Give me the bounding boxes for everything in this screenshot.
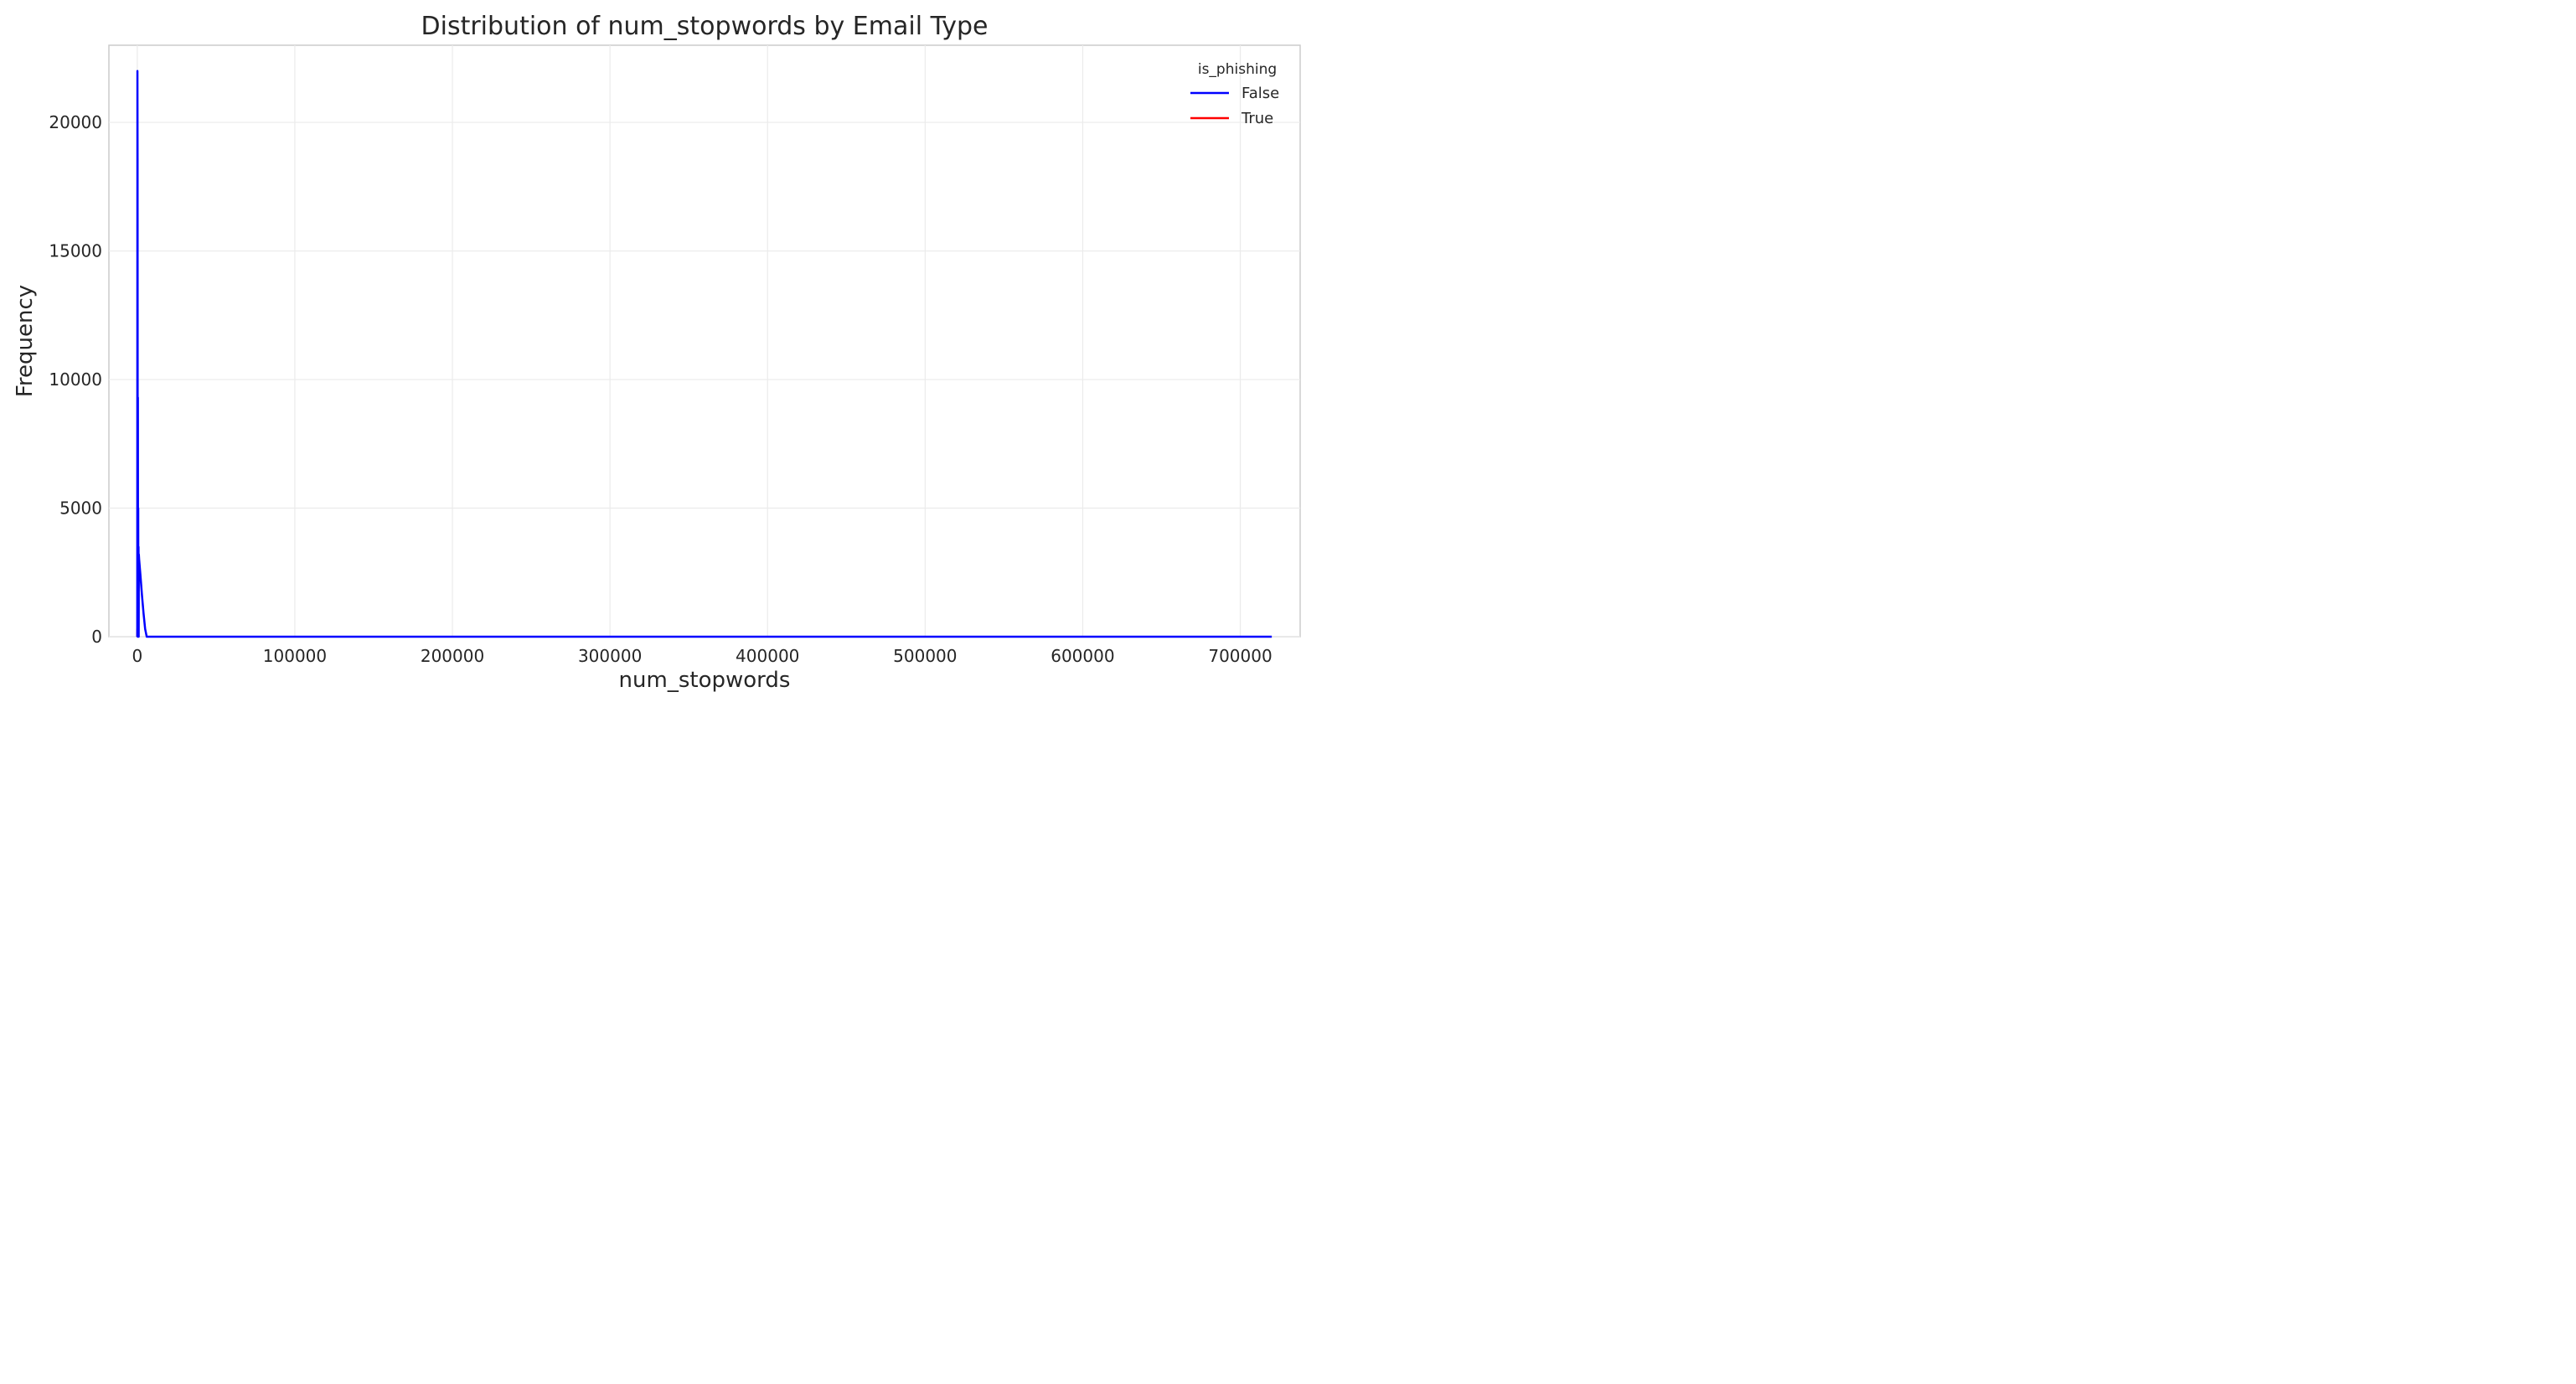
legend-title: is_phishing [1198,61,1277,78]
legend: is_phishing False True [1190,61,1279,127]
y-tick-label: 20000 [49,112,102,132]
y-tick-label: 15000 [49,241,102,261]
plot-area [108,44,1301,638]
chart-title: Distribution of num_stopwords by Email T… [421,12,989,41]
x-tick-label: 100000 [263,646,327,666]
x-tick-label: 400000 [736,646,799,666]
y-axis-ticks: 0 5000 10000 15000 20000 [49,112,102,647]
chart: Distribution of num_stopwords by Email T… [0,0,1314,705]
x-tick-label: 500000 [893,646,957,666]
y-tick-label: 10000 [49,369,102,390]
legend-label-false: False [1242,85,1279,102]
x-axis-title: num_stopwords [619,668,791,693]
x-tick-label: 200000 [421,646,484,666]
x-tick-label: 600000 [1051,646,1114,666]
y-tick-label: 0 [91,627,102,647]
series-lines [136,70,1273,638]
x-tick-label: 700000 [1208,646,1272,666]
x-tick-label: 300000 [578,646,642,666]
x-axis-ticks: 0 100000 200000 300000 400000 500000 600000 700… [132,646,1272,666]
y-axis-title: Frequency [13,285,38,397]
x-tick-label: 0 [132,646,142,666]
legend-label-true: True [1241,110,1273,127]
y-tick-label: 5000 [59,498,102,519]
series-line-false [136,70,1273,638]
